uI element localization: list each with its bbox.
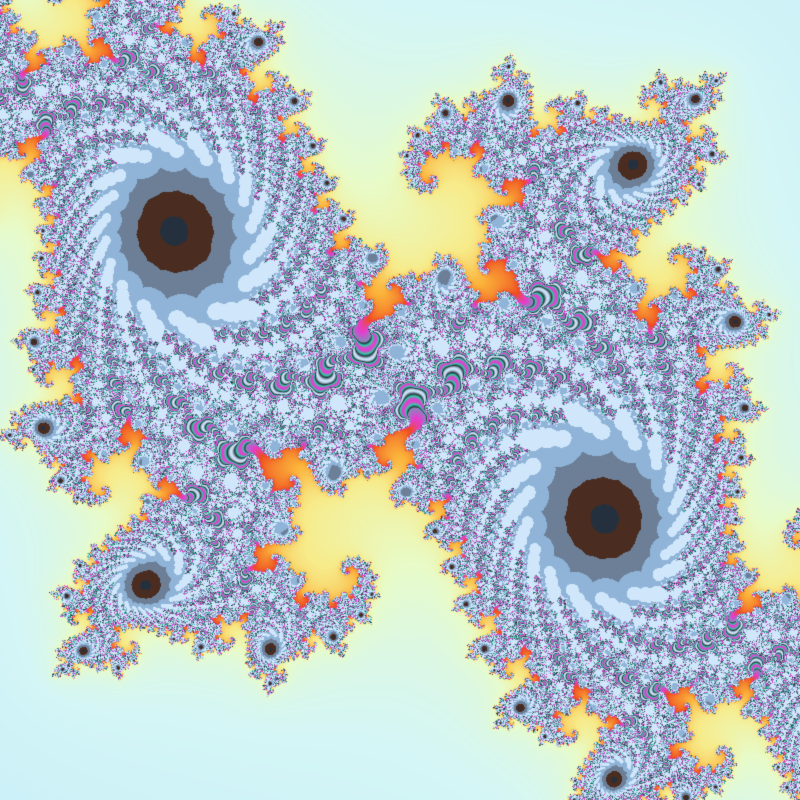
julia-set-canvas: [0, 0, 800, 800]
fractal-image: [0, 0, 800, 800]
